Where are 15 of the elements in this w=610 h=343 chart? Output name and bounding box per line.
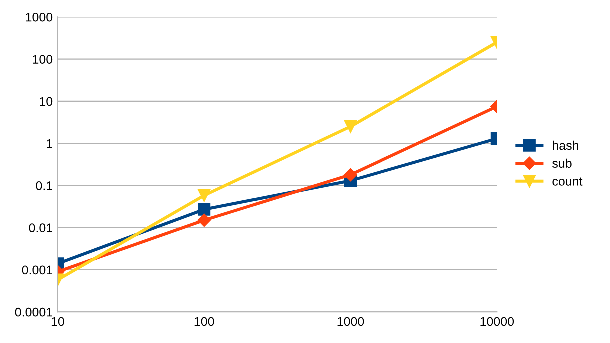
legend-label: count: [552, 178, 583, 186]
y-tick-label: 10: [40, 97, 53, 106]
x-tick-label: 10: [52, 317, 64, 326]
y-tick-label: 0.1: [36, 182, 52, 190]
y-tick-label: 1: [47, 140, 52, 148]
legend-label: sub: [552, 158, 572, 168]
y-tick-label: 100: [33, 55, 53, 64]
y-tick-label: 0.01: [29, 224, 52, 232]
legend-label: hash: [553, 140, 578, 150]
y-tick-label: 1000: [26, 12, 53, 22]
y-tick-label: 0.001: [22, 266, 52, 275]
y-tick-label: 0.0001: [15, 308, 52, 317]
x-tick-label: 100: [194, 317, 214, 326]
x-tick-label: 10000: [480, 317, 514, 326]
x-tick-label: 1000: [338, 317, 364, 326]
